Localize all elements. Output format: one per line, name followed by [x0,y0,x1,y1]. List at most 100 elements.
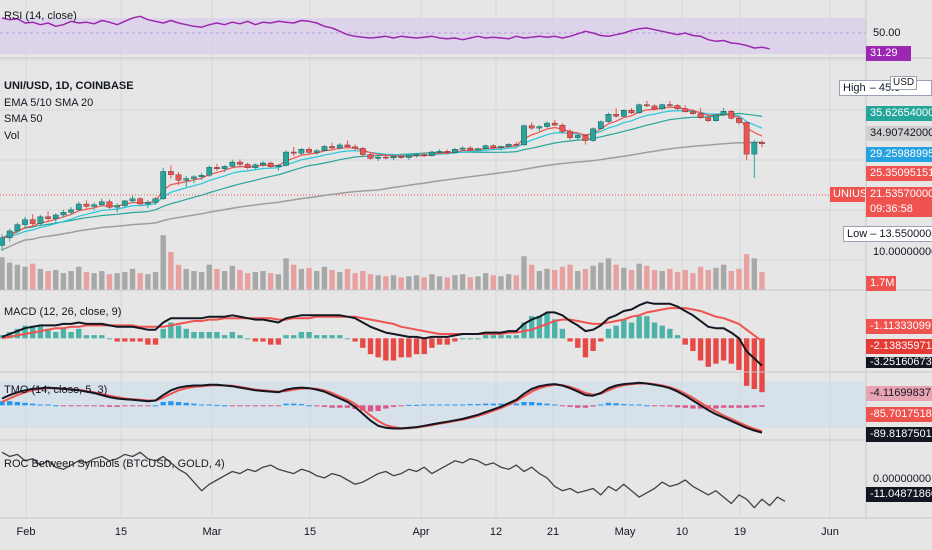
candle-body [390,156,397,159]
macd-hist-bar [529,316,535,339]
candle-body [590,128,596,141]
candle-body [152,198,159,203]
macd-hist-bar [53,331,59,339]
volume-bar [536,271,543,290]
macd-hist-bar [413,338,420,355]
volume-bar [413,275,420,290]
macd-hist-bar [590,338,596,351]
volume-bar [337,272,343,290]
candle-body [697,113,704,118]
macd-hist-bar [605,328,612,339]
volume-bar [30,263,36,290]
candle-body [91,204,97,207]
x-label-jun: Jun [821,526,839,538]
candle-body [267,162,274,168]
volume-bar [283,258,289,290]
candle-body [336,144,343,149]
rsi-line [1,15,770,50]
tmo-hist-bar [651,405,658,407]
macd-hist-bar [651,322,658,339]
volume-bar [0,257,5,290]
macd-hist-bar [114,338,120,342]
tmo-pane-label[interactable]: TMO (14, close, 5, 3) [4,384,108,396]
macd-hist-bar [298,331,305,339]
volume-bar [145,274,151,290]
volume-bar [383,276,389,290]
macd-hist-bar [83,335,90,339]
macd-hist-bar [674,335,681,339]
macd-hist-bar [344,338,351,340]
tmo-hist-bar [482,403,489,406]
candle-body [582,135,589,141]
candle-body [129,198,136,202]
candle-body [620,110,627,117]
tmo-hist-bar [122,405,128,407]
macd-hist-bar [99,335,105,339]
study-sma50-label[interactable]: SMA 50 [4,113,43,125]
tmo-hist-bar [268,405,274,407]
volume-bar [360,271,366,290]
candle-body [720,111,727,116]
tmo-hist-bar [582,405,589,408]
study-volume-label[interactable]: Vol [4,129,20,142]
symbol-price-tag[interactable]: UNIUSD [830,187,865,202]
x-label-apr-21: 21 [546,526,560,538]
macd-hist-bar [76,328,82,339]
roc-pane-label[interactable]: ROC Between Symbols (BTCUSD, GOLD, 4) [4,458,225,470]
macd-hist-bar [667,328,673,339]
volume-bar [306,267,312,290]
tmo-hist-bar [291,403,297,406]
study-ema-sma-label[interactable]: EMA 5/10 SMA 20 [4,96,94,109]
candle-body [298,149,305,154]
tmo-hist-bar [106,405,113,407]
candle-body [237,161,243,165]
tmo-hist-bar [206,404,212,406]
low-price-tag: Low – 13.55000000 [843,226,932,242]
tmo-hist-bar [275,405,282,407]
candle-body [736,118,742,123]
tmo-hist-bar [145,405,151,407]
candle-body [567,131,573,138]
tmo-hist-bar [720,405,727,408]
tmo-hist-bar [452,404,458,406]
candle-body [690,111,696,114]
tmo-hist-bar [60,405,67,407]
macd-hist-bar [221,335,228,339]
candle-body [214,167,220,170]
volume-bar [513,275,520,290]
volume-bar [667,268,673,290]
x-label-feb: Feb [16,526,36,538]
candle-body [98,201,105,205]
tmo-hist-bar [30,403,36,406]
volume-bar [260,271,266,290]
macd-hist-bar [705,338,711,367]
macd-hist-bar [275,338,282,345]
rsi-pane-label[interactable]: RSI (14, close) [4,10,77,22]
candle-body [52,214,59,219]
symbol-title[interactable]: UNI/USD, 1D, COINBASE [4,80,134,92]
volume-bar [713,267,719,290]
currency-tag[interactable]: USD [890,76,918,90]
tmo-hist-bar [383,405,389,409]
macd-pane-label[interactable]: MACD (12, 26, close, 9) [4,306,122,318]
candle-body [559,124,566,132]
tmo-hist-bar [321,405,328,407]
tmo-hist-bar [421,404,427,406]
macd-hist-tag: -3.25160673 [866,357,932,368]
roc-value-tag: -11.04871860 [866,487,932,502]
candle-body [682,108,689,113]
candle-body [505,144,512,147]
candle-body [667,104,673,106]
volume-bar [45,271,51,290]
macd-hist-bar [183,328,189,339]
macd-hist-bar [321,335,328,339]
tmo-hist-bar [559,405,566,407]
candle-body [329,146,335,149]
volume-bar [198,272,205,290]
tmo-hist-bar [398,405,404,407]
candle-body [22,219,28,225]
volume-bar [475,276,481,290]
tmo-hist-bar [636,404,642,406]
volume-bar [613,264,619,290]
